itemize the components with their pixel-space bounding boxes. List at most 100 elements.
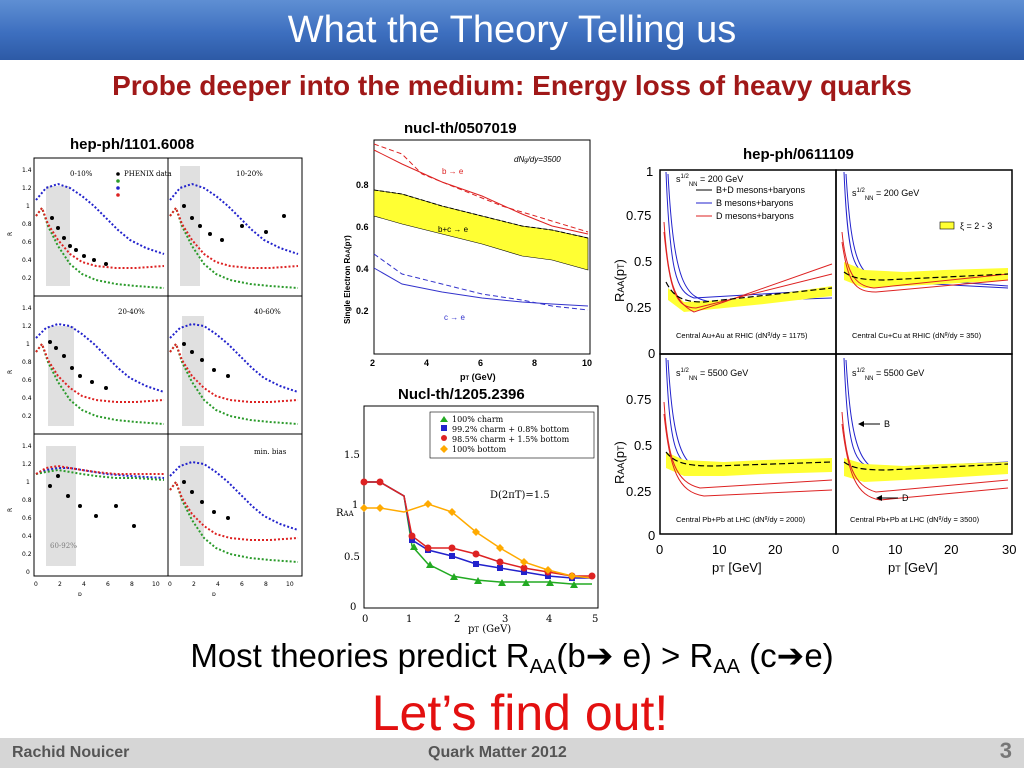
svg-text:RAA: RAA bbox=[336, 508, 355, 519]
svg-text:0.5: 0.5 bbox=[344, 552, 360, 563]
svg-text:1.2: 1.2 bbox=[22, 323, 32, 330]
svg-text:pT (GeV): pT (GeV) bbox=[468, 624, 511, 634]
svg-text:2: 2 bbox=[192, 581, 196, 588]
subplot-0-10 bbox=[35, 182, 165, 289]
svg-text:0.4: 0.4 bbox=[22, 257, 32, 264]
svg-text:1: 1 bbox=[26, 203, 30, 210]
svg-text:RAA(pT): RAA(pT) bbox=[612, 259, 627, 302]
svg-text:2: 2 bbox=[370, 358, 375, 368]
svg-text:8: 8 bbox=[264, 581, 268, 588]
svg-text:0.25: 0.25 bbox=[626, 484, 651, 499]
subplot-cucu: s1/2NN = 200 GeV ξ = 2 - 3 Central Cu+Cu… bbox=[841, 171, 1009, 340]
label-bc-e: b+c → e bbox=[438, 225, 469, 234]
svg-text:1.4: 1.4 bbox=[22, 443, 32, 450]
svg-text:0.4: 0.4 bbox=[22, 533, 32, 540]
arrow-icon: ➔ bbox=[776, 637, 805, 674]
svg-text:0: 0 bbox=[168, 581, 172, 588]
svg-text:20: 20 bbox=[944, 542, 958, 557]
subplot-40-60 bbox=[169, 316, 299, 426]
svg-text:1.4: 1.4 bbox=[22, 305, 32, 312]
svg-text:0.2: 0.2 bbox=[22, 275, 32, 282]
xi-label: ξ = 2 - 3 bbox=[960, 221, 992, 231]
conclusion-statement: Most theories predict RAA(b➔ e) > RAA (c… bbox=[0, 636, 1024, 679]
center-top-figure: 0.2 0.4 0.6 0.8 2 4 6 8 10 pT (GeV) Single Elec… bbox=[342, 134, 600, 384]
svg-text:p: p bbox=[212, 591, 216, 596]
arrow-label-d: D bbox=[902, 493, 909, 503]
svg-text:0: 0 bbox=[656, 542, 663, 557]
footer: Rachid Nouicer Quark Matter 2012 3 bbox=[0, 738, 1024, 768]
svg-text:0: 0 bbox=[34, 581, 38, 588]
cent-label-minbias: min. bias bbox=[254, 448, 287, 456]
svg-text:4: 4 bbox=[82, 581, 86, 588]
svg-text:1.5: 1.5 bbox=[344, 450, 360, 461]
svg-text:0.8: 0.8 bbox=[356, 180, 369, 190]
svg-text:10: 10 bbox=[286, 581, 294, 588]
svg-text:B mesons+baryons: B mesons+baryons bbox=[716, 198, 794, 208]
subplot-auau: s1/2NN = 200 GeV B+D mesons+baryons B me… bbox=[663, 171, 833, 340]
call-to-action: Let’s find out! bbox=[371, 685, 669, 741]
svg-text:10: 10 bbox=[582, 358, 592, 368]
svg-text:10: 10 bbox=[152, 581, 160, 588]
page-number: 3 bbox=[999, 738, 1012, 763]
subplot-minbias bbox=[169, 446, 299, 566]
statement-sub2: AA bbox=[713, 656, 740, 678]
right-figure: 1 0.75 0.5 0.25 0 0.75 0.5 0.25 0 0 10 20 0 10 20 30… bbox=[604, 162, 1018, 576]
svg-text:D mesons+baryons: D mesons+baryons bbox=[716, 211, 794, 221]
label-c-e: c → e bbox=[444, 313, 465, 322]
svg-text:0.2: 0.2 bbox=[22, 551, 32, 558]
subplot-10-20 bbox=[169, 166, 299, 289]
svg-text:0.5: 0.5 bbox=[634, 438, 652, 453]
svg-text:0.8: 0.8 bbox=[22, 359, 32, 366]
svg-text:p: p bbox=[78, 591, 82, 596]
ref-center-top: nucl-th/0507019 bbox=[404, 120, 517, 137]
svg-text:4: 4 bbox=[424, 358, 429, 368]
svg-text:0: 0 bbox=[832, 542, 839, 557]
svg-text:1: 1 bbox=[26, 341, 30, 348]
svg-text:0: 0 bbox=[26, 569, 30, 576]
svg-text:99.2% charm + 0.8% bottom: 99.2% charm + 0.8% bottom bbox=[452, 425, 570, 434]
slide-title: What the Theory Telling us bbox=[0, 0, 1024, 60]
svg-text:100% charm: 100% charm bbox=[452, 415, 504, 424]
svg-text:2: 2 bbox=[454, 614, 460, 625]
svg-text:10: 10 bbox=[712, 542, 726, 557]
statement-end: e) bbox=[804, 637, 834, 674]
svg-text:pT [GeV]: pT [GeV] bbox=[888, 560, 938, 575]
subplot-20-40 bbox=[35, 322, 165, 426]
svg-text:1.2: 1.2 bbox=[22, 185, 32, 192]
svg-text:Central Cu+Cu at RHIC (dNg/dy: Central Cu+Cu at RHIC (dNg/dy = 350) bbox=[852, 331, 982, 340]
svg-text:0.2: 0.2 bbox=[22, 413, 32, 420]
subplot-pbpb-3500: s1/2NN = 5500 GeV B D Central Pb+Pb at L… bbox=[841, 357, 1009, 524]
svg-text:1: 1 bbox=[406, 614, 412, 625]
svg-text:2: 2 bbox=[58, 581, 62, 588]
svg-text:0.75: 0.75 bbox=[626, 392, 651, 407]
svg-text:R: R bbox=[7, 232, 14, 236]
arrow-label-b: B bbox=[884, 419, 890, 429]
svg-text:0.6: 0.6 bbox=[22, 377, 32, 384]
footer-author: Rachid Nouicer bbox=[12, 744, 130, 761]
left-figure: 1.4 1.2 1 0.8 0.6 0.4 0.2 1.4 1.2 1 0.8 0.6 0.4 0.… bbox=[6, 156, 306, 596]
svg-text:0: 0 bbox=[362, 614, 368, 625]
svg-text:3: 3 bbox=[502, 614, 508, 625]
statement-mid2: e) > R bbox=[613, 637, 714, 674]
svg-text:R: R bbox=[7, 370, 14, 374]
subplot-60-92 bbox=[35, 446, 165, 566]
svg-text:5: 5 bbox=[592, 614, 598, 625]
svg-text:PHENIX data: PHENIX data bbox=[124, 170, 172, 178]
arrow-icon: ➔ bbox=[585, 637, 614, 674]
svg-text:0.75: 0.75 bbox=[626, 208, 651, 223]
svg-text:20: 20 bbox=[768, 542, 782, 557]
ref-right: hep-ph/0611109 bbox=[743, 146, 854, 163]
svg-text:Central Pb+Pb at LHC (dNg/dy =: Central Pb+Pb at LHC (dNg/dy = 2000) bbox=[676, 515, 806, 524]
svg-text:0.2: 0.2 bbox=[356, 306, 369, 316]
svg-text:0: 0 bbox=[648, 346, 655, 361]
label-b-e: b → e bbox=[442, 167, 464, 176]
svg-text:Central Au+Au at RHIC (dNg/dy: Central Au+Au at RHIC (dNg/dy = 1175) bbox=[676, 331, 808, 340]
svg-text:4: 4 bbox=[216, 581, 220, 588]
svg-text:0.4: 0.4 bbox=[22, 395, 32, 402]
d2pit-annotation: D(2πT)=1.5 bbox=[490, 490, 550, 501]
svg-text:6: 6 bbox=[106, 581, 110, 588]
svg-text:0.8: 0.8 bbox=[22, 497, 32, 504]
svg-text:6: 6 bbox=[240, 581, 244, 588]
svg-text:0: 0 bbox=[648, 528, 655, 543]
